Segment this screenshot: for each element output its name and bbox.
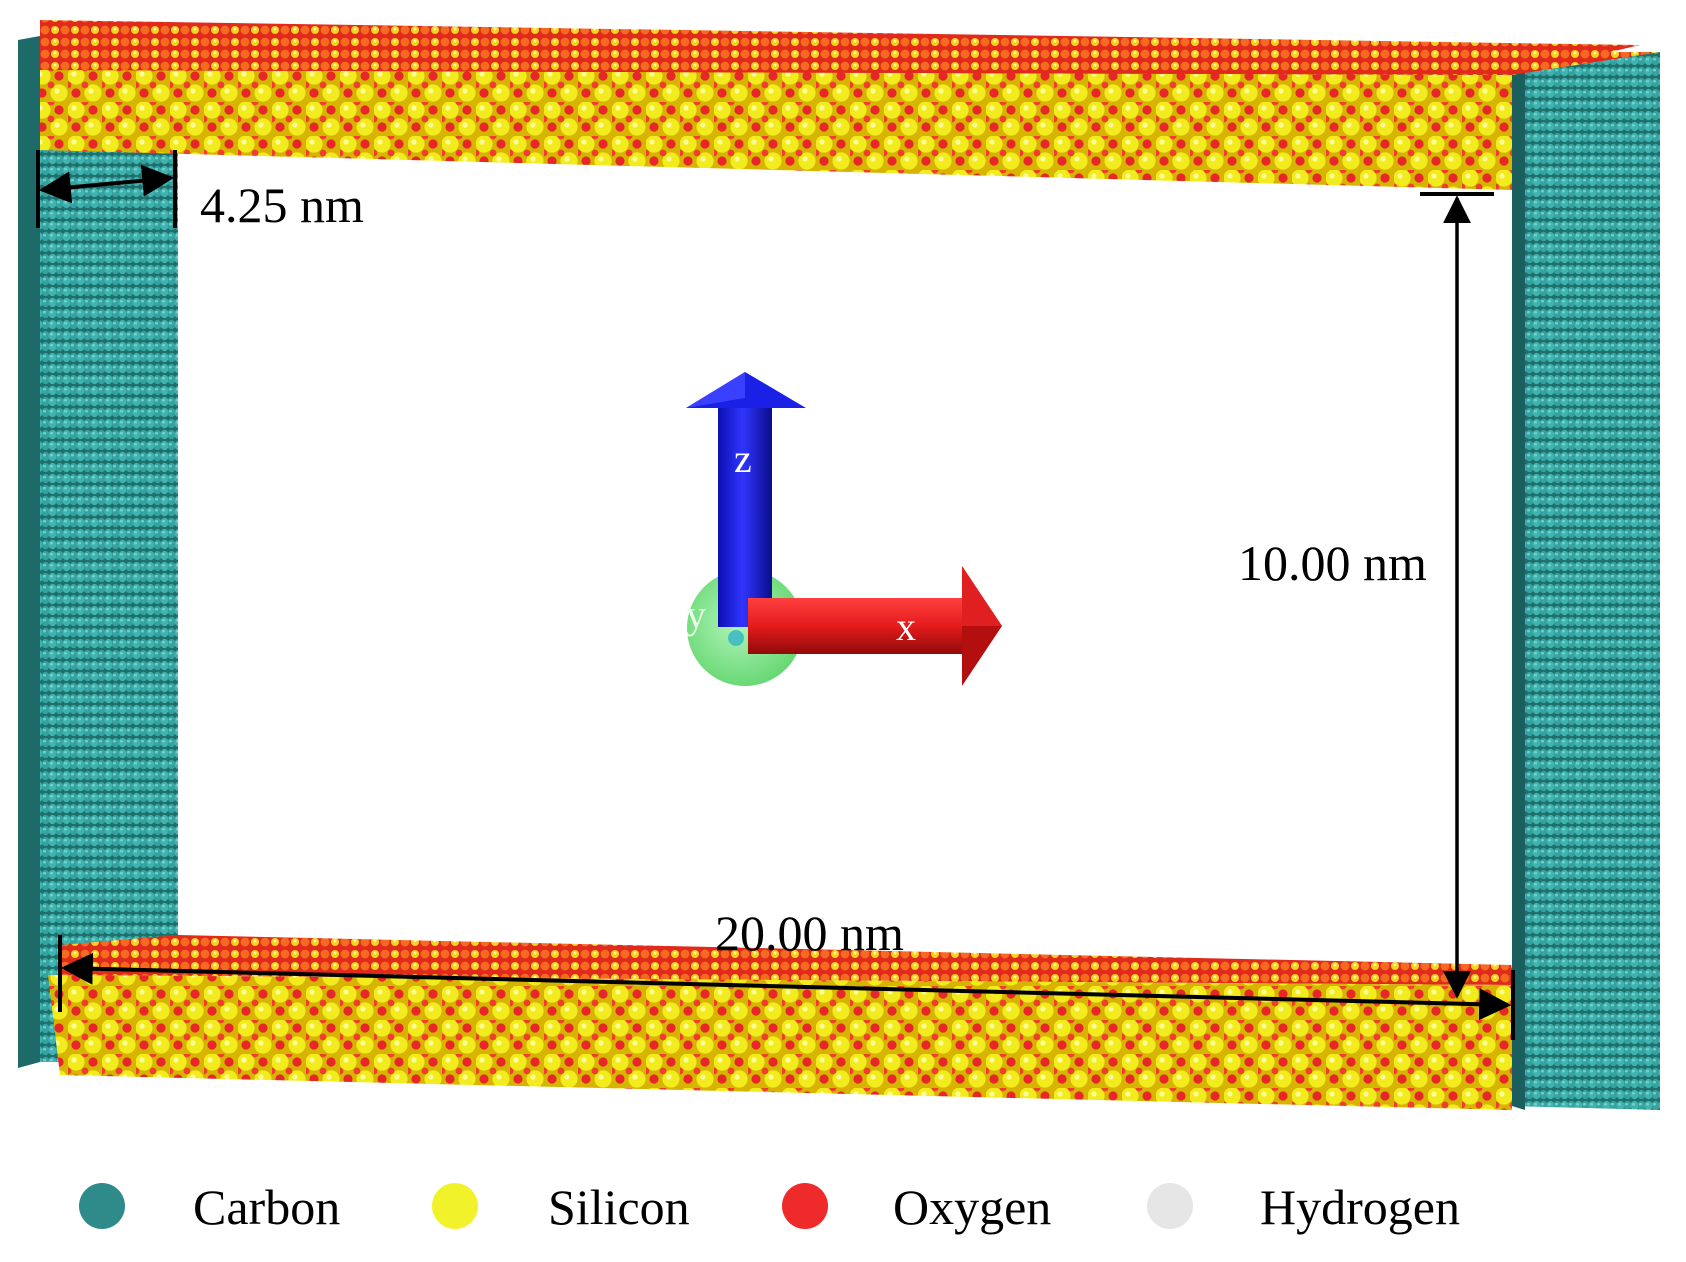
axis-triad: y z x <box>686 372 1002 686</box>
z-axis-arrow-icon <box>686 372 806 627</box>
legend-label-carbon: Carbon <box>193 1179 340 1235</box>
dimension-channel-height: 10.00 nm <box>1238 192 1494 999</box>
legend-item-carbon: Carbon <box>79 1179 340 1235</box>
hydrogen-swatch-icon <box>1147 1183 1193 1229</box>
x-axis-label: x <box>896 604 916 649</box>
silica-slab-top <box>40 20 1660 190</box>
legend-label-hydrogen: Hydrogen <box>1260 1179 1460 1235</box>
legend-label-oxygen: Oxygen <box>893 1179 1051 1235</box>
silicon-swatch-icon <box>432 1183 478 1229</box>
legend-item-oxygen: Oxygen <box>782 1179 1051 1235</box>
dimension-wall-thickness: 4.25 nm <box>36 150 364 233</box>
wall-thickness-label: 4.25 nm <box>200 177 364 233</box>
oxygen-swatch-icon <box>782 1183 828 1229</box>
legend-item-silicon: Silicon <box>432 1179 690 1235</box>
silica-slab-bottom <box>48 935 1512 1110</box>
carbon-wall-right <box>1512 52 1660 1110</box>
y-axis-label: y <box>686 592 706 637</box>
channel-length-label: 20.00 nm <box>715 905 904 961</box>
channel-height-label: 10.00 nm <box>1238 535 1427 591</box>
atom-legend: Carbon Silicon Oxygen Hydrogen <box>79 1179 1460 1235</box>
carbon-wall-left <box>18 36 178 1068</box>
carbon-swatch-icon <box>79 1183 125 1229</box>
legend-item-hydrogen: Hydrogen <box>1147 1179 1460 1235</box>
x-axis-arrow-icon <box>728 566 1002 686</box>
dimension-channel-length: 20.00 nm <box>58 905 1515 1040</box>
z-axis-label: z <box>734 436 752 481</box>
legend-label-silicon: Silicon <box>548 1179 690 1235</box>
